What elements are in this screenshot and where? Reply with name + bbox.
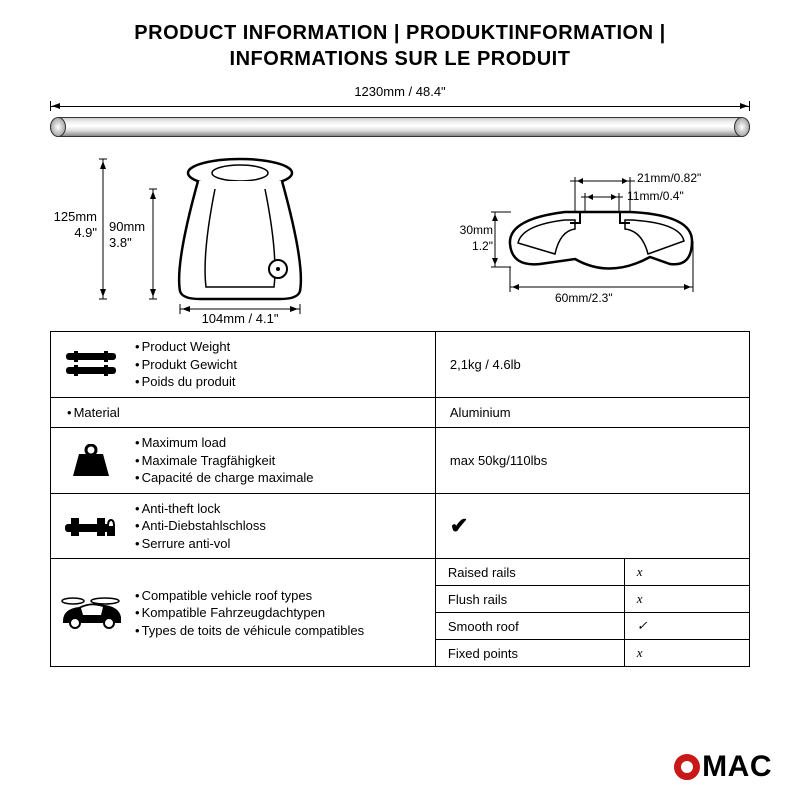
compat-row-2-val: ✓ [624,613,749,639]
profile-diagram: 21mm/0.82" 11mm/0.4" 30mm 1.2" 60mm/2.3" [425,149,745,319]
compat-label-2: Kompatible Fahrzeugdachtypen [135,604,364,622]
load-label-2: Maximale Tragfähigkeit [135,452,314,470]
load-value: max 50kg/110lbs [435,428,749,493]
lock-icon [61,510,121,542]
compat-subrows: Raised railsx Flush railsx Smooth roof✓ … [435,559,749,666]
logo-o-icon [674,754,700,780]
row-compat: Compatible vehicle roof types Kompatible… [51,558,749,666]
foot-diagram: 125mm 4.9" 90mm 3.8" 104mm / 4.1" [55,149,375,319]
profile-h-mm: 30mm [445,223,493,237]
row-weight: Product Weight Produkt Gewicht Poids du … [51,332,749,397]
compat-row-0-val: x [624,559,749,585]
foot-inner-h-mm: 90mm [109,219,151,234]
compat-row-3-val: x [624,640,749,666]
compat-row-2-label: Smooth roof [436,613,624,639]
weight-label-2: Produkt Gewicht [135,356,237,374]
material-value: Aluminium [435,398,749,428]
bar-length-dimension: 1230mm / 48.4" [50,84,750,111]
bars-icon [61,349,121,379]
material-label: Material [67,404,120,422]
load-label-3: Capacité de charge maximale [135,469,314,487]
weight-value: 2,1kg / 4.6lb [435,332,749,397]
compat-label-3: Types de toits de véhicule compatibles [135,622,364,640]
profile-h-in: 1.2" [445,239,493,253]
weight-label-1: Product Weight [135,338,237,356]
title-line-2: INFORMATIONS SUR LE PRODUIT [30,46,770,72]
lock-label-3: Serrure anti-vol [135,535,266,553]
row-load: Maximum load Maximale Tragfähigkeit Capa… [51,427,749,493]
compat-row-0-label: Raised rails [436,559,624,585]
bar-length-label: 1230mm / 48.4" [50,84,750,99]
load-label-1: Maximum load [135,434,314,452]
logo-text: MAC [702,750,772,784]
compat-row-1-label: Flush rails [436,586,624,612]
spec-table: Product Weight Produkt Gewicht Poids du … [50,331,750,667]
row-material: Material Aluminium [51,397,749,428]
brand-logo: MAC [674,750,772,784]
page-title: PRODUCT INFORMATION | PRODUKTINFORMATION… [30,20,770,72]
lock-label-1: Anti-theft lock [135,500,266,518]
car-icon [61,595,121,631]
weight-icon [61,444,121,478]
profile-slot-gap: 11mm/0.4" [627,189,684,203]
foot-width: 104mm / 4.1" [180,311,300,326]
compat-row-3-label: Fixed points [436,640,624,666]
foot-inner-h-in: 3.8" [109,235,151,250]
lock-check-icon: ✔ [450,513,468,539]
weight-label-3: Poids du produit [135,373,237,391]
compat-label-1: Compatible vehicle roof types [135,587,364,605]
foot-outer-h-mm: 125mm [51,209,97,224]
profile-slot-w: 21mm/0.82" [637,171,701,185]
compat-row-1-val: x [624,586,749,612]
foot-outer-h-in: 4.9" [51,225,97,240]
dimension-line [50,101,750,111]
dimension-diagrams: 125mm 4.9" 90mm 3.8" 104mm / 4.1" [30,149,770,319]
row-lock: Anti-theft lock Anti-Diebstahlschloss Se… [51,493,749,559]
crossbar-illustration [50,117,750,137]
lock-label-2: Anti-Diebstahlschloss [135,517,266,535]
profile-w: 60mm/2.3" [555,291,613,305]
title-line-1: PRODUCT INFORMATION | PRODUKTINFORMATION… [30,20,770,46]
